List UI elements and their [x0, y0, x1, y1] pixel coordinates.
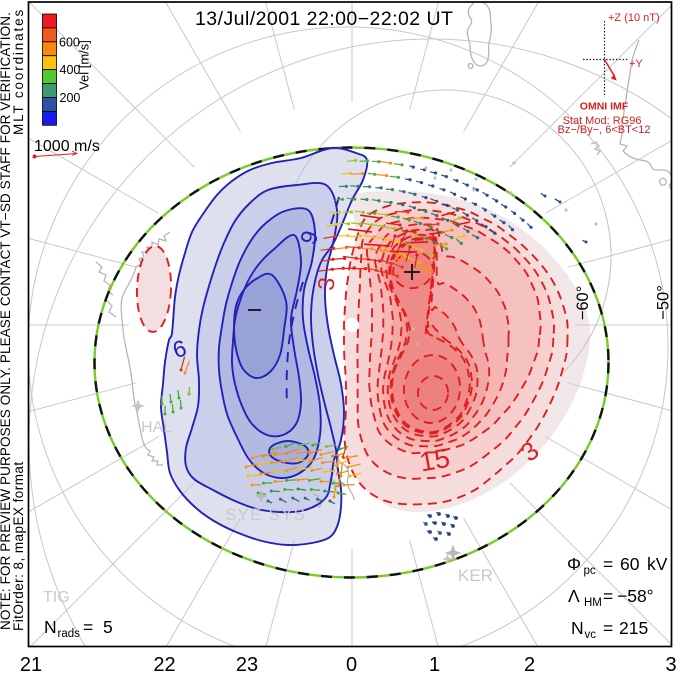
- svg-text:Nvc =215: Nvc = 215: [571, 618, 648, 641]
- svg-text:Bz−/By−, 6<BT<12: Bz−/By−, 6<BT<12: [558, 124, 651, 136]
- svg-text:21: 21: [20, 654, 42, 674]
- svg-text:+Z (10 nT): +Z (10 nT): [608, 12, 660, 24]
- svg-text:400: 400: [60, 63, 81, 77]
- svg-text:HAL: HAL: [141, 419, 172, 436]
- svg-text:22: 22: [153, 654, 175, 674]
- svg-text:3: 3: [312, 276, 339, 292]
- svg-text:23: 23: [236, 654, 258, 674]
- svg-text:NOTE: FOR PREVIEW PURPOSES ONL: NOTE: FOR PREVIEW PURPOSES ONLY. PLEASE …: [0, 12, 13, 630]
- svg-text:MLT coordinates: MLT coordinates: [11, 8, 26, 135]
- svg-text:TIG: TIG: [43, 589, 70, 606]
- svg-text:13/Jul/2001 22:00−22:02 UT: 13/Jul/2001 22:00−22:02 UT: [195, 8, 453, 30]
- svg-text:200: 200: [60, 91, 81, 105]
- svg-text:+Y: +Y: [629, 58, 643, 70]
- svg-text:SYE SYS: SYE SYS: [225, 505, 306, 524]
- svg-text:600: 600: [59, 35, 80, 49]
- svg-text:Nrads =5: Nrads = 5: [44, 617, 113, 640]
- svg-text:Vel [m/s]: Vel [m/s]: [76, 40, 91, 90]
- svg-text:3: 3: [665, 654, 676, 674]
- svg-text:FitOrder: 8, mapEX format: FitOrder: 8, mapEX format: [11, 461, 26, 631]
- svg-text:OMNI IMF: OMNI IMF: [580, 101, 629, 113]
- svg-text:Stat Mod: RG96: Stat Mod: RG96: [563, 115, 642, 127]
- svg-text:ΛHM =−58°: Λ HM = −58°: [568, 586, 654, 609]
- svg-text:1000 m/s: 1000 m/s: [34, 138, 100, 155]
- svg-text:KER: KER: [458, 566, 493, 585]
- svg-text:0: 0: [346, 654, 357, 674]
- svg-text:15: 15: [417, 443, 452, 478]
- svg-text:2: 2: [524, 654, 535, 674]
- svg-text:−60°: −60°: [574, 286, 592, 321]
- svg-text:−50°: −50°: [654, 285, 672, 320]
- svg-text:1: 1: [429, 654, 440, 674]
